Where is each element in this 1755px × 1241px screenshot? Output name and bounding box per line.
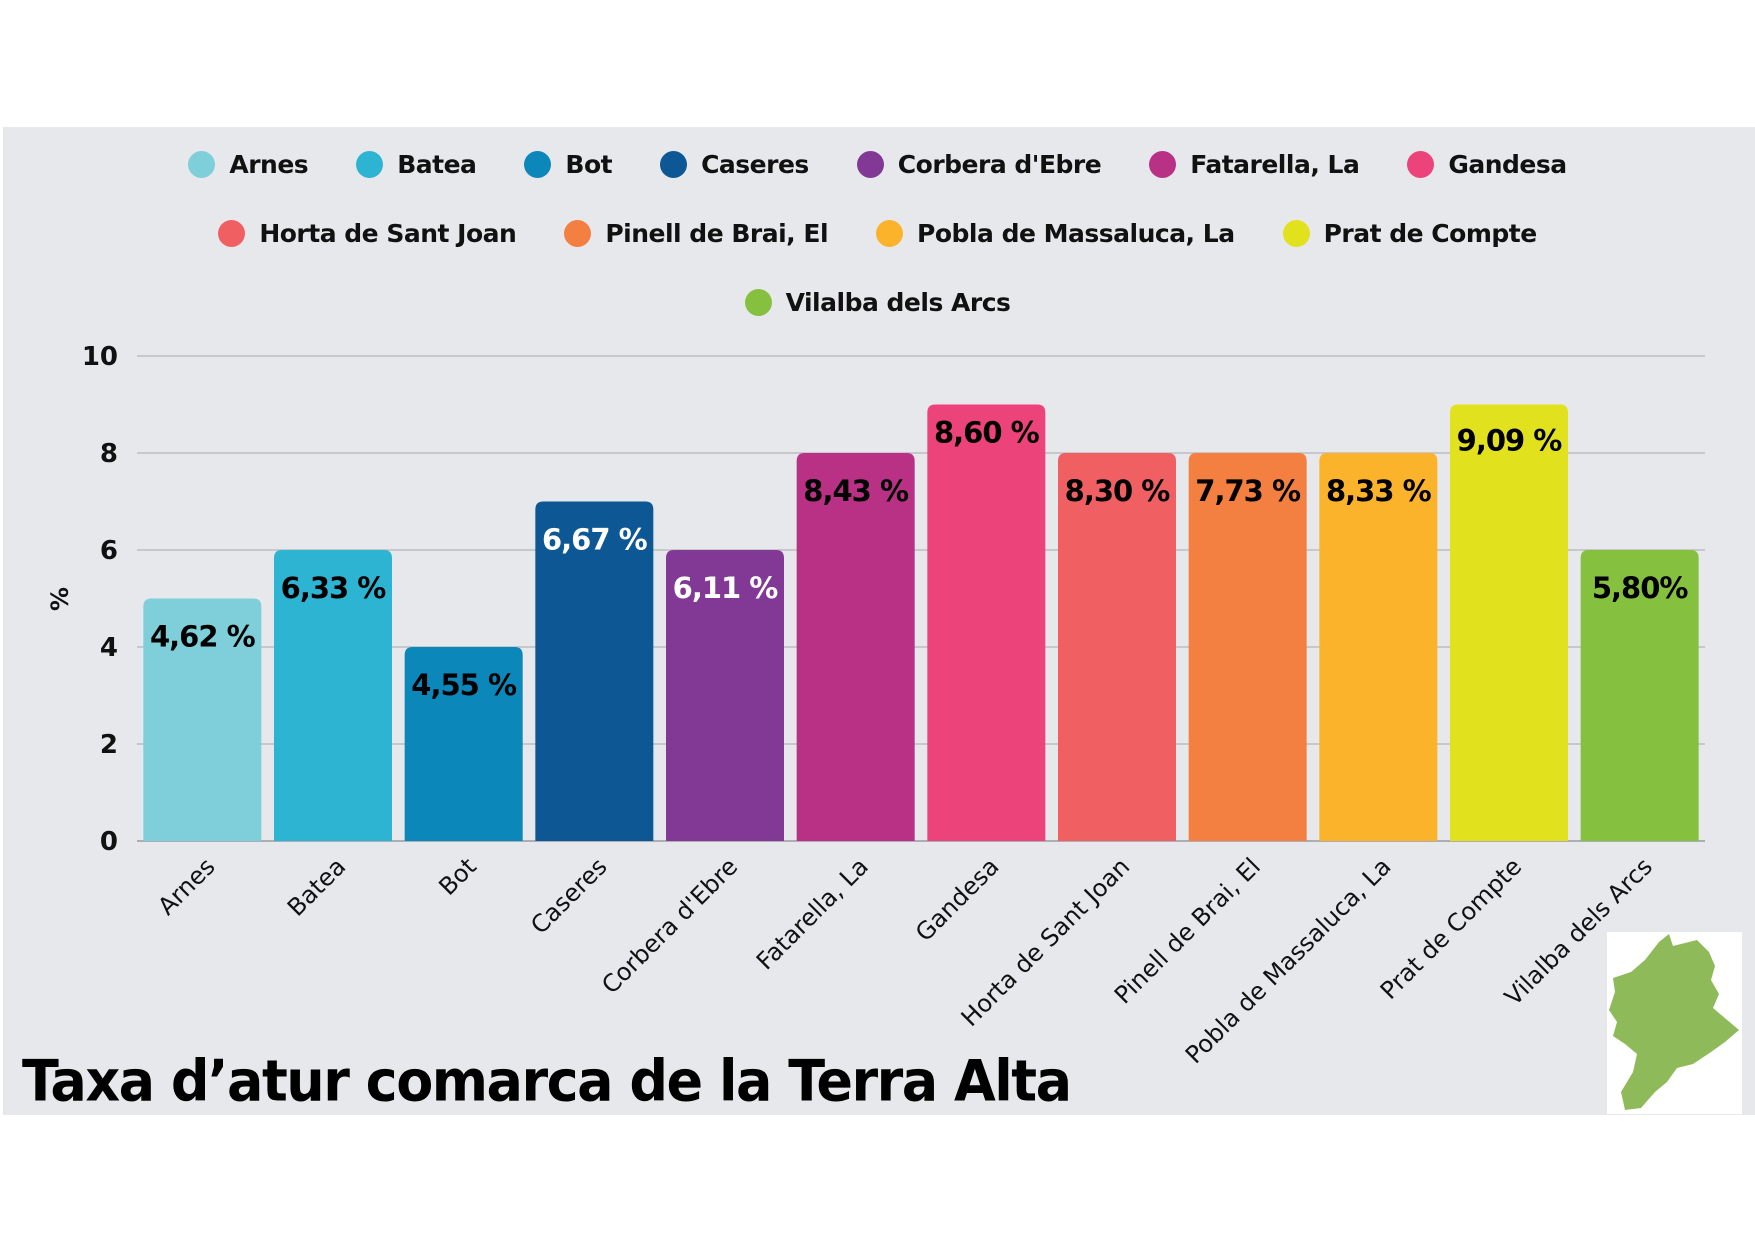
bar[interactable] — [535, 501, 654, 842]
legend-item[interactable]: Pinell de Brai, El — [564, 219, 829, 248]
y-tick-label: 6 — [100, 536, 118, 566]
x-tick-label: Prat de Compte — [1375, 852, 1527, 1004]
legend-item[interactable]: Prat de Compte — [1282, 219, 1538, 248]
y-tick-label: 2 — [100, 730, 118, 760]
legend-item[interactable]: Caseres — [660, 150, 809, 179]
y-tick-label: 10 — [82, 342, 118, 372]
data-label: 8,33 % — [1326, 474, 1432, 508]
legend-row: Arnes Batea Bot Caseres Corbera d'Ebre Fatare… — [0, 150, 1755, 179]
y-tick-label: 8 — [100, 439, 118, 469]
x-tick-label: Bot — [433, 852, 481, 900]
bar[interactable] — [796, 453, 915, 841]
legend-swatch-icon — [856, 151, 884, 178]
legend-label: Vilalba dels Arcs — [785, 288, 1011, 317]
x-tick-label: Gandesa — [910, 852, 1005, 947]
data-label: 6,11 % — [673, 571, 779, 605]
data-label: 4,55 % — [411, 668, 517, 702]
x-tick-label: Fatarella, La — [751, 852, 874, 975]
data-label: 9,09 % — [1457, 424, 1563, 458]
bar[interactable] — [927, 404, 1046, 842]
legend-swatch-icon — [660, 151, 688, 178]
legend-label: Pobla de Massaluca, La — [917, 219, 1235, 248]
bar[interactable] — [1188, 453, 1307, 841]
bar[interactable] — [404, 647, 523, 841]
data-label: 5,80% — [1592, 571, 1689, 605]
x-tick-label: Batea — [282, 852, 351, 921]
bar[interactable] — [274, 550, 392, 841]
legend-label: Bot — [565, 150, 613, 179]
legend-label: Prat de Compte — [1323, 219, 1538, 248]
legend-swatch-icon — [188, 151, 216, 178]
terra-alta-map-image — [1607, 932, 1742, 1114]
bar[interactable] — [1450, 404, 1568, 842]
legend-label: Horta de Sant Joan — [259, 219, 517, 248]
legend-label: Caseres — [701, 150, 809, 179]
legend-label: Batea — [397, 150, 477, 179]
legend-item[interactable]: Fatarella, La — [1149, 150, 1360, 179]
bar[interactable] — [666, 550, 784, 841]
legend-item[interactable]: Pobla de Massaluca, La — [876, 219, 1235, 248]
legend-swatch-icon — [524, 151, 552, 178]
legend-row: Vilalba dels Arcs — [0, 288, 1755, 317]
legend-swatch-icon — [1407, 151, 1435, 178]
bar[interactable] — [1058, 453, 1176, 841]
map-region-shape — [1609, 934, 1739, 1110]
legend-label: Pinell de Brai, El — [605, 219, 829, 248]
x-tick-label: Corbera d'Ebre — [596, 852, 743, 999]
legend-swatch-icon — [1149, 151, 1177, 178]
legend-item[interactable]: Batea — [356, 150, 477, 179]
legend-label: Arnes — [229, 150, 309, 179]
legend-swatch-icon — [1282, 220, 1310, 247]
bar[interactable] — [1580, 550, 1699, 841]
legend-swatch-icon — [564, 220, 592, 247]
data-label: 6,67 % — [542, 523, 648, 557]
x-tick-label: Caseres — [525, 852, 612, 939]
y-tick-label: 0 — [100, 827, 118, 857]
legend-item[interactable]: Arnes — [188, 150, 309, 179]
legend-swatch-icon — [876, 220, 904, 247]
legend-item[interactable]: Gandesa — [1407, 150, 1567, 179]
legend-item[interactable]: Horta de Sant Joan — [218, 219, 517, 248]
legend-item[interactable]: Bot — [524, 150, 613, 179]
y-axis-label: % — [46, 587, 74, 611]
legend-label: Fatarella, La — [1190, 150, 1360, 179]
data-label: 8,43 % — [803, 474, 909, 508]
legend-item[interactable]: Vilalba dels Arcs — [744, 288, 1011, 317]
bar[interactable] — [143, 598, 262, 842]
legend-item[interactable]: Corbera d'Ebre — [856, 150, 1102, 179]
data-label: 7,73 % — [1195, 474, 1301, 508]
legend-label: Gandesa — [1448, 150, 1567, 179]
legend-swatch-icon — [744, 289, 772, 316]
y-tick-label: 4 — [100, 633, 118, 663]
legend-swatch-icon — [356, 151, 384, 178]
legend-label: Corbera d'Ebre — [897, 150, 1102, 179]
data-label: 8,60 % — [934, 416, 1040, 450]
legend-row: Horta de Sant Joan Pinell de Brai, El Pobl… — [0, 219, 1755, 248]
bar[interactable] — [1319, 453, 1438, 841]
data-label: 4,62 % — [150, 620, 256, 654]
data-label: 8,30 % — [1065, 474, 1171, 508]
x-tick-label: Arnes — [152, 852, 220, 920]
chart-title: Taxa d’atur comarca de la Terra Alta — [22, 1048, 1072, 1115]
legend-swatch-icon — [218, 220, 246, 247]
data-label: 6,33 % — [281, 571, 387, 605]
